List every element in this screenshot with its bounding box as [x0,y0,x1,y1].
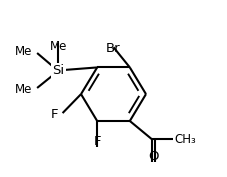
Text: Me: Me [15,45,33,58]
Text: Si: Si [52,64,64,78]
Text: F: F [51,108,58,121]
Text: Me: Me [49,40,67,53]
Text: O: O [148,150,159,163]
Text: Br: Br [106,42,121,55]
Text: Me: Me [15,83,33,96]
Text: CH₃: CH₃ [174,133,196,146]
Text: F: F [94,135,101,148]
